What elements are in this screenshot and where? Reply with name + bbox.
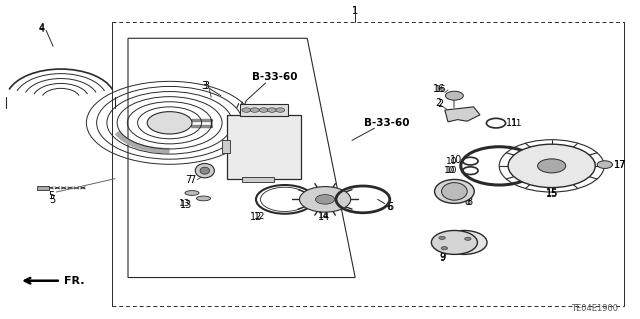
Text: 1: 1: [352, 6, 358, 16]
Ellipse shape: [435, 179, 474, 204]
Ellipse shape: [195, 163, 214, 178]
Circle shape: [259, 108, 268, 112]
Text: 17: 17: [614, 160, 627, 170]
Bar: [222, 140, 230, 153]
Circle shape: [441, 247, 447, 250]
Circle shape: [445, 91, 463, 100]
Bar: [242, 177, 274, 182]
Polygon shape: [445, 107, 480, 122]
Text: 13: 13: [179, 200, 192, 210]
Circle shape: [250, 108, 259, 112]
Text: 3: 3: [203, 81, 209, 91]
Text: 6: 6: [387, 202, 394, 212]
Text: 2: 2: [435, 98, 442, 108]
Text: 8: 8: [464, 197, 470, 207]
Bar: [227, 115, 301, 179]
Text: 10: 10: [444, 166, 456, 175]
Circle shape: [508, 144, 595, 188]
Text: 14: 14: [317, 211, 329, 220]
Text: 10: 10: [446, 166, 458, 175]
Text: 16: 16: [435, 85, 446, 94]
Text: B-33-60: B-33-60: [252, 71, 298, 82]
Text: 15: 15: [545, 189, 558, 199]
Text: 2: 2: [437, 99, 444, 109]
Text: 11: 11: [511, 119, 522, 128]
Circle shape: [268, 108, 276, 112]
Circle shape: [276, 108, 285, 112]
Text: 4: 4: [38, 23, 45, 33]
Circle shape: [597, 161, 612, 168]
Text: 17: 17: [614, 160, 627, 170]
Text: 5: 5: [48, 191, 54, 201]
Text: 5: 5: [49, 195, 56, 205]
Text: 9: 9: [440, 252, 446, 262]
Bar: [240, 104, 288, 116]
Text: B-33-60: B-33-60: [364, 118, 410, 128]
Text: 3: 3: [202, 81, 208, 91]
Text: 10: 10: [446, 157, 458, 166]
Text: 15: 15: [545, 188, 558, 198]
Text: 11: 11: [506, 118, 518, 128]
Text: 12: 12: [253, 212, 265, 221]
Text: 12: 12: [250, 212, 262, 222]
Circle shape: [300, 187, 351, 212]
Circle shape: [439, 236, 445, 240]
Text: 8: 8: [466, 197, 472, 207]
Text: 13: 13: [179, 199, 190, 208]
Circle shape: [147, 112, 192, 134]
Text: 4: 4: [38, 24, 45, 34]
Ellipse shape: [196, 196, 211, 201]
Bar: [37, 186, 49, 190]
Text: 16: 16: [433, 84, 445, 94]
Ellipse shape: [185, 190, 199, 195]
Circle shape: [538, 159, 566, 173]
Text: 1: 1: [352, 6, 358, 16]
Ellipse shape: [442, 182, 467, 200]
Ellipse shape: [200, 167, 210, 174]
Text: 7: 7: [186, 175, 192, 185]
Text: 9: 9: [440, 253, 446, 263]
Text: 7: 7: [189, 175, 195, 185]
Circle shape: [242, 108, 251, 112]
Text: 10: 10: [449, 155, 462, 166]
Text: 6: 6: [386, 202, 392, 212]
Ellipse shape: [431, 230, 477, 255]
Text: TE04E1900: TE04E1900: [571, 304, 618, 313]
Text: 14: 14: [317, 212, 330, 222]
Ellipse shape: [441, 230, 487, 255]
Circle shape: [316, 195, 335, 204]
Circle shape: [465, 237, 471, 240]
Text: FR.: FR.: [64, 276, 84, 286]
